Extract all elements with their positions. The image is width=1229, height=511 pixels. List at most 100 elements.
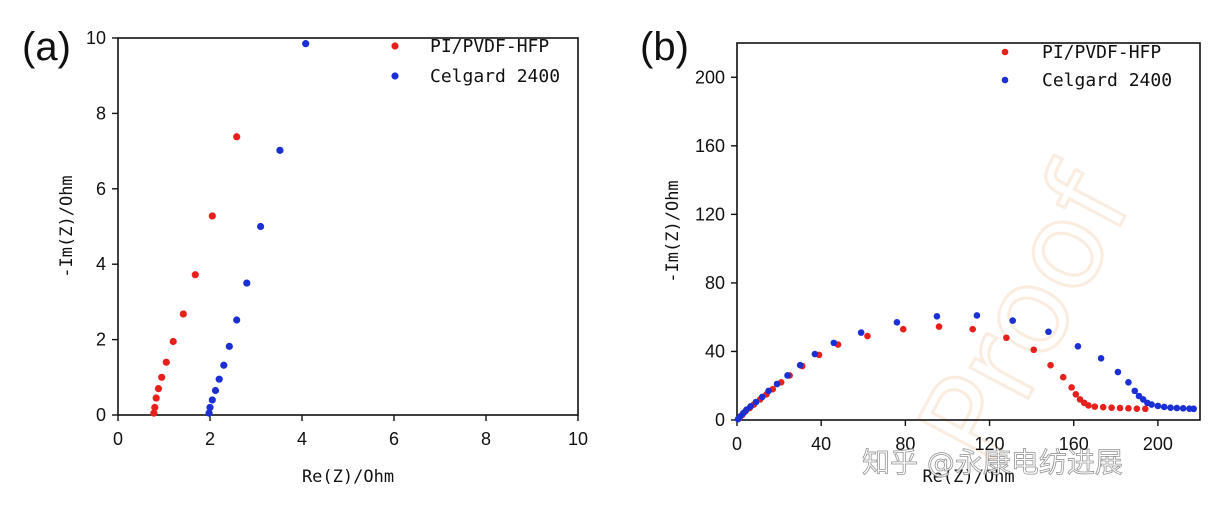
data-point xyxy=(1099,403,1107,411)
data-point xyxy=(1173,404,1181,412)
zhihu-watermark: 知乎 @永康电纺进展 xyxy=(862,446,1123,479)
panel-b: (b) 0 40 80 120 160 200 0 40 80 120 160 200 Re(Z)/Ohm… xyxy=(640,25,1201,487)
panel-label: (b) xyxy=(640,25,689,69)
data-point xyxy=(152,394,160,402)
data-point xyxy=(1125,379,1132,386)
legend-label: Celgard 2400 xyxy=(430,66,560,87)
data-point xyxy=(933,313,941,320)
data-point xyxy=(208,396,216,404)
series-0 xyxy=(150,133,241,417)
data-point xyxy=(899,325,907,333)
data-point xyxy=(811,350,819,358)
data-point xyxy=(1114,368,1122,376)
data-point xyxy=(1148,401,1155,408)
y-tick-label: 2 xyxy=(96,330,106,350)
data-point xyxy=(1108,404,1115,411)
x-tick-label: 6 xyxy=(389,429,399,449)
y-tick-label: 4 xyxy=(96,254,106,274)
legend-label: PI/PVDF-HFP xyxy=(1042,42,1161,63)
series-1 xyxy=(205,40,310,417)
data-point xyxy=(1072,390,1080,398)
data-point xyxy=(857,329,865,336)
x-tick-label: 8 xyxy=(481,429,491,449)
y-tick-label: 10 xyxy=(86,28,106,48)
data-point xyxy=(973,312,981,319)
y-tick-label: 0 xyxy=(96,405,106,425)
data-point xyxy=(206,403,214,412)
legend-marker xyxy=(1001,76,1009,84)
y-tick-label: 160 xyxy=(695,136,725,156)
data-point xyxy=(1131,387,1139,395)
x-tick-label: 2 xyxy=(205,429,215,449)
data-point xyxy=(1003,334,1010,342)
x-tick-label: 120 xyxy=(975,434,1005,454)
data-point xyxy=(169,337,177,346)
data-point xyxy=(1160,403,1168,411)
data-point xyxy=(1047,361,1054,369)
data-point xyxy=(233,316,241,324)
x-tick-label: 0 xyxy=(732,434,742,454)
plot-frame xyxy=(117,37,579,416)
data-point xyxy=(243,279,251,287)
data-point xyxy=(233,133,241,141)
data-point xyxy=(935,323,943,330)
legend-label: PI/PVDF-HFP xyxy=(430,36,549,57)
y-tick-label: 120 xyxy=(695,204,725,224)
data-point xyxy=(1116,404,1124,412)
data-point xyxy=(1154,402,1162,410)
data-point xyxy=(1125,405,1132,412)
data-point xyxy=(257,222,265,231)
x-tick-label: 80 xyxy=(895,434,915,454)
data-point xyxy=(150,409,158,417)
data-point xyxy=(784,372,791,379)
data-point xyxy=(830,339,838,347)
legend-marker xyxy=(391,42,399,50)
data-point xyxy=(215,375,223,383)
x-axis-label: Re(Z)/Ohm xyxy=(922,467,1014,487)
x-tick-label: 0 xyxy=(113,429,123,449)
data-point xyxy=(154,385,163,393)
data-point xyxy=(1091,403,1099,410)
y-axis-label: -Im(Z)/Ohm xyxy=(57,175,77,277)
data-point xyxy=(205,409,213,417)
x-tick-label: 40 xyxy=(811,434,831,454)
data-point xyxy=(1059,373,1067,381)
data-point xyxy=(191,271,199,279)
data-point xyxy=(1141,405,1149,413)
data-point xyxy=(151,403,159,412)
data-point xyxy=(893,319,901,326)
x-tick-label: 10 xyxy=(568,429,588,449)
data-point xyxy=(1167,404,1174,411)
data-point xyxy=(158,373,166,381)
legend-marker xyxy=(391,72,399,80)
data-point xyxy=(773,380,781,388)
x-axis-label: Re(Z)/Ohm xyxy=(302,467,394,487)
y-tick-label: 8 xyxy=(96,103,106,123)
data-point xyxy=(1045,328,1052,336)
data-point xyxy=(302,40,310,48)
data-point xyxy=(276,146,284,154)
data-point xyxy=(1097,355,1105,362)
x-tick-label: 160 xyxy=(1059,434,1089,454)
data-point xyxy=(1133,405,1141,412)
data-point xyxy=(179,310,187,318)
data-point xyxy=(747,402,754,410)
y-axis-label: -Im(Z)/Ohm xyxy=(663,180,683,282)
data-point xyxy=(1074,343,1082,350)
plot-frame xyxy=(736,42,1201,421)
panel-a: (a) 0 2 4 6 8 10 0 2 4 6 8 10 Re(Z)/Ohm -Im(Z)/Ohm PI/P… xyxy=(22,25,588,487)
data-point xyxy=(796,361,804,369)
y-tick-label: 40 xyxy=(705,341,725,361)
y-tick-label: 6 xyxy=(96,179,106,199)
data-point xyxy=(864,332,871,340)
data-point xyxy=(969,325,977,333)
data-point xyxy=(1009,317,1016,324)
x-tick-label: 200 xyxy=(1143,434,1173,454)
legend-label: Celgard 2400 xyxy=(1042,70,1172,91)
data-point xyxy=(162,358,170,366)
data-point xyxy=(1030,346,1038,354)
proof-watermark: Proof xyxy=(893,146,1161,484)
x-tick-label: 4 xyxy=(297,429,307,449)
data-point xyxy=(211,386,220,395)
